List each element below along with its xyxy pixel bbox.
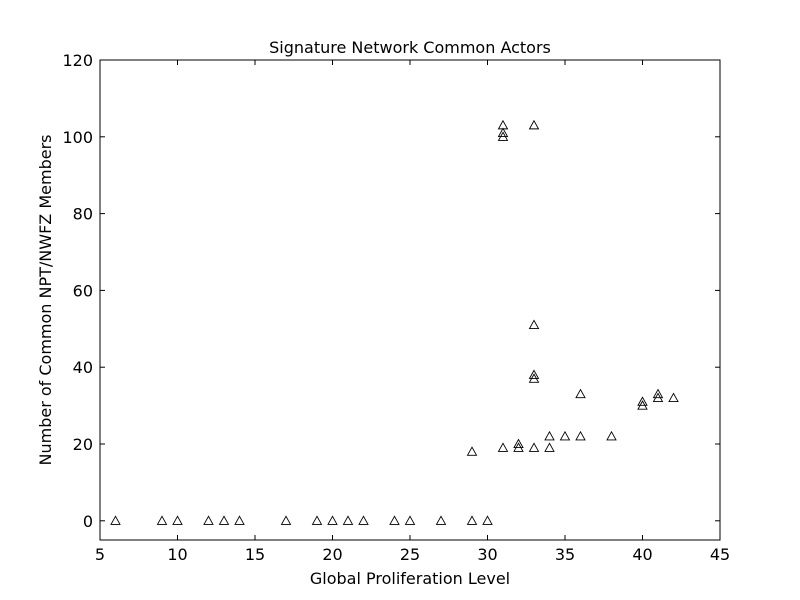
data-point xyxy=(637,396,648,406)
data-point xyxy=(435,515,447,525)
data-point xyxy=(218,515,230,525)
x-tick-label: 20 xyxy=(322,545,342,564)
y-tick-label: 20 xyxy=(73,435,93,454)
data-point xyxy=(203,515,214,525)
data-point xyxy=(280,515,292,525)
x-tick-label: 15 xyxy=(245,545,265,564)
data-point xyxy=(652,388,664,399)
data-point xyxy=(528,369,540,379)
y-tick-label: 80 xyxy=(73,205,93,224)
y-tick-label: 60 xyxy=(73,281,93,300)
y-tick-label: 120 xyxy=(62,51,93,70)
x-tick-label: 25 xyxy=(400,545,420,564)
data-point xyxy=(668,392,679,402)
data-point xyxy=(544,442,555,452)
data-point xyxy=(497,119,509,130)
y-tick-label: 0 xyxy=(83,512,93,531)
x-tick-label: 30 xyxy=(477,545,497,564)
data-point xyxy=(606,430,617,441)
data-point xyxy=(404,515,416,525)
x-tick-label: 40 xyxy=(632,545,652,564)
y-tick-label: 40 xyxy=(73,358,93,377)
data-point xyxy=(172,515,183,525)
data-point xyxy=(528,119,540,130)
data-point xyxy=(497,442,509,452)
chart-title: Signature Network Common Actors xyxy=(269,38,551,57)
plot-frame xyxy=(99,59,721,541)
data-point xyxy=(575,430,586,441)
x-tick-label: 45 xyxy=(710,545,730,564)
data-point xyxy=(466,515,478,525)
data-point xyxy=(311,515,323,525)
data-point xyxy=(110,515,121,525)
data-point xyxy=(559,430,571,441)
x-tick-label: 5 xyxy=(95,545,105,564)
data-point xyxy=(513,438,524,449)
data-point xyxy=(389,515,400,525)
y-axis-label: Number of Common NPT/NWFZ Members xyxy=(36,135,55,466)
data-point xyxy=(156,515,168,525)
data-point xyxy=(358,515,369,525)
x-tick-label: 10 xyxy=(167,545,187,564)
data-point xyxy=(342,515,354,525)
y-tick-label: 100 xyxy=(62,128,93,147)
axis-ticks: 5 10 15 20 25 30 35 40 45 0 20 40 60 80 100 120 xyxy=(62,51,730,564)
data-point xyxy=(234,515,245,525)
x-tick-label: 35 xyxy=(555,545,575,564)
data-point xyxy=(528,442,540,452)
data-point xyxy=(327,515,338,525)
data-point xyxy=(544,430,555,441)
data-points xyxy=(110,119,679,525)
data-point xyxy=(528,319,540,330)
x-axis-label: Global Proliferation Level xyxy=(310,569,510,588)
data-point xyxy=(466,446,478,456)
data-point xyxy=(497,127,509,138)
data-point xyxy=(482,515,493,525)
plot-background xyxy=(100,60,720,540)
data-point xyxy=(575,388,586,399)
